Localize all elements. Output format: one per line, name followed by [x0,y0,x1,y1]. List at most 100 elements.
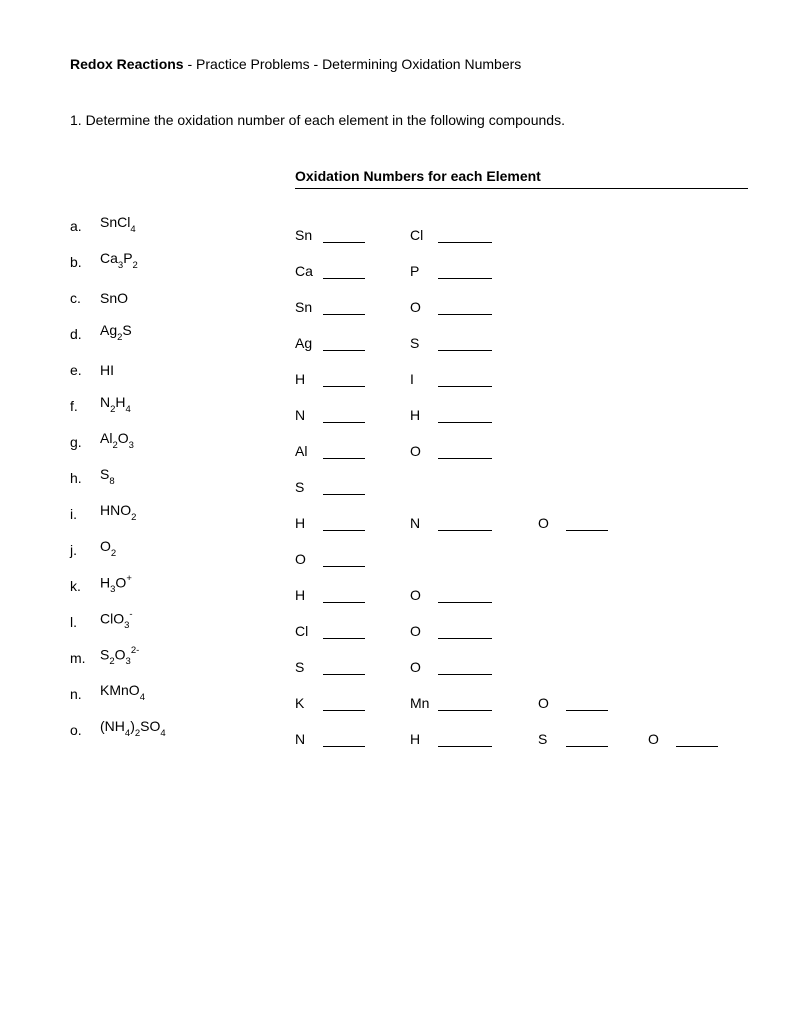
answer-row: O [295,531,748,567]
element-block: O [648,731,748,747]
element-block: H [410,407,538,423]
element-block: Mn [410,695,538,711]
element-block: Sn [295,299,410,315]
row-letter: c. [70,290,100,306]
element-symbol: S [295,479,317,495]
element-block: Cl [295,623,410,639]
element-symbol: Mn [410,695,432,711]
row-letter: m. [70,650,100,666]
compound-formula: Ag2S [100,322,295,342]
row-letter: h. [70,470,100,486]
answer-row: HNO [295,495,748,531]
answer-row: Al O [295,423,748,459]
compound-formula: KMnO4 [100,682,295,702]
answer-blank[interactable] [323,517,365,531]
element-block: K [295,695,410,711]
answer-blank[interactable] [323,625,365,639]
compound-row: o.(NH4)2SO4 [70,702,295,738]
answer-row: S [295,459,748,495]
element-block: H [295,515,410,531]
element-symbol: Ag [295,335,317,351]
compound-column: a.SnCl4b.Ca3P2c.SnOd.Ag2Se.HIf.N2H4g.Al2… [70,168,295,747]
element-block: N [295,407,410,423]
row-letter: i. [70,506,100,522]
answer-blank[interactable] [438,301,492,315]
element-block: H [410,731,538,747]
answer-blank[interactable] [438,733,492,747]
answer-blank[interactable] [438,445,492,459]
element-block: O [410,587,538,603]
answer-blank[interactable] [323,373,365,387]
section-header: Oxidation Numbers for each Element [295,168,748,189]
answer-blank[interactable] [566,517,608,531]
row-letter: k. [70,578,100,594]
element-symbol: I [410,371,432,387]
answer-blank[interactable] [438,409,492,423]
element-symbol: H [410,407,432,423]
compound-row: h.S8 [70,450,295,486]
answer-blank[interactable] [323,301,365,315]
answer-blank[interactable] [323,733,365,747]
element-symbol: N [295,731,317,747]
answer-blank[interactable] [438,661,492,675]
compound-row: a.SnCl4 [70,198,295,234]
element-block: O [410,443,538,459]
title-rest: - Practice Problems - Determining Oxidat… [184,56,522,72]
element-block: O [410,659,538,675]
answer-blank[interactable] [676,733,718,747]
element-block: I [410,371,538,387]
compound-row: e.HI [70,342,295,378]
title-bold: Redox Reactions [70,56,184,72]
element-block: O [410,623,538,639]
answer-blank[interactable] [323,445,365,459]
element-symbol: H [295,371,317,387]
compound-formula: H3O+ [100,574,295,594]
compound-formula: S8 [100,466,295,486]
answer-blank[interactable] [323,229,365,243]
answer-blank[interactable] [323,553,365,567]
element-symbol: N [410,515,432,531]
answer-row: N HSO [295,711,748,747]
answer-blank[interactable] [438,229,492,243]
element-symbol: O [538,695,560,711]
element-block: Al [295,443,410,459]
element-symbol: O [410,623,432,639]
answer-blank[interactable] [323,409,365,423]
element-block: Cl [410,227,538,243]
element-block: H [295,587,410,603]
row-letter: d. [70,326,100,342]
element-symbol: Al [295,443,317,459]
compound-formula: SnCl4 [100,214,295,234]
compound-formula: O2 [100,538,295,558]
element-block: O [410,299,538,315]
element-block: S [538,731,648,747]
answer-blank[interactable] [323,697,365,711]
row-letter: b. [70,254,100,270]
answer-blank[interactable] [323,481,365,495]
answer-blank[interactable] [438,337,492,351]
element-symbol: O [410,443,432,459]
answer-blank[interactable] [566,697,608,711]
element-block: P [410,263,538,279]
compound-row: d.Ag2S [70,306,295,342]
compound-row: k.H3O+ [70,558,295,594]
element-symbol: Cl [295,623,317,639]
row-letter: j. [70,542,100,558]
compound-row: j.O2 [70,522,295,558]
answer-blank[interactable] [438,625,492,639]
element-symbol: O [648,731,670,747]
answer-blank[interactable] [323,337,365,351]
answer-blank[interactable] [323,661,365,675]
answer-blank[interactable] [566,733,608,747]
answer-blank[interactable] [438,265,492,279]
answer-blank[interactable] [438,697,492,711]
answer-blank[interactable] [438,589,492,603]
compound-formula: ClO3- [100,610,295,630]
answer-blank[interactable] [323,589,365,603]
row-letter: l. [70,614,100,630]
answer-blank[interactable] [438,373,492,387]
answer-blank[interactable] [323,265,365,279]
element-block: S [295,479,410,495]
answer-blank[interactable] [438,517,492,531]
answer-row: SnO [295,279,748,315]
